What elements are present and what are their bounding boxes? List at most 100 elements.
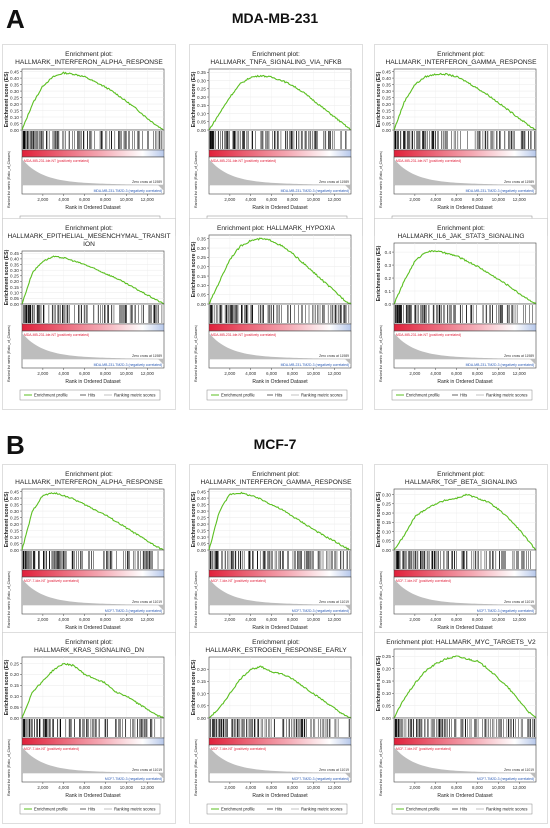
es-line: [208, 491, 351, 551]
legend-box: [391, 389, 533, 401]
y-tick-label: 0.00: [382, 548, 391, 553]
x-tick-label: 10,000: [307, 785, 321, 790]
y-tick-label: 0.15: [382, 520, 391, 525]
y-axis-label: Enrichment score (ES): [191, 71, 197, 127]
panel-letter-b: B: [6, 430, 25, 460]
metric-area: [394, 747, 536, 773]
metric-area: [22, 333, 164, 359]
hits-panel-frame: [393, 129, 537, 151]
ranked-list-bar: [393, 323, 537, 332]
x-axis-label: Rank in Ordered Dataset: [437, 205, 493, 211]
y-axis-label: Enrichment score (ES): [4, 249, 10, 305]
y-tick-label: 0.30: [197, 78, 206, 83]
y-tick-label: 0.25: [197, 515, 206, 520]
x-tick-label: 10,000: [120, 197, 134, 202]
zero-cross-label: Zero cross at 11019: [504, 600, 534, 604]
legend-es-label: Enrichment profile: [406, 807, 440, 812]
gsea-chart: Enrichment plot: HALLMARK_INTERFERON_GAMM…: [374, 44, 548, 236]
y-tick-label: 0.05: [197, 541, 206, 546]
es-line: [21, 662, 165, 719]
es-line: [208, 665, 352, 719]
y-tick-label: 0.2: [385, 276, 392, 281]
ranked-list-bar: [208, 737, 352, 746]
y-tick-label: 0.30: [10, 89, 19, 94]
y-tick-label: 0.30: [382, 492, 391, 497]
metric-axis-label: Ranked list metric (Ratio_of_Classes): [194, 151, 198, 208]
positive-corr-label: MDA-MB-231-Ide-NT (positively correlated…: [211, 333, 276, 337]
gsea-chart: Enrichment plot: HALLMARK_INTERFERON_GAMM…: [189, 464, 363, 656]
positive-corr-label: MCF-7-Ide-NT (positively correlated): [24, 747, 79, 751]
legend-metric-label: Ranking metric scores: [486, 807, 527, 812]
ranked-list-bar: [21, 323, 165, 332]
es-panel-frame: [21, 488, 165, 551]
x-axis-label: Rank in Ordered Dataset: [65, 625, 121, 631]
y-tick-label: 0.00: [10, 716, 19, 721]
metric-area: [22, 159, 164, 185]
y-tick-label: 0.35: [197, 502, 206, 507]
y-tick-label: 0.15: [382, 108, 391, 113]
x-tick-label: 4,000: [430, 785, 442, 790]
y-tick-label: 0.05: [197, 120, 206, 125]
chart-title: Enrichment plot: HALLMARK_INTERFERON_ALPH…: [15, 471, 163, 486]
legend-box: [206, 389, 348, 401]
x-tick-label: 8,000: [287, 371, 299, 376]
y-tick-label: 0.00: [10, 128, 19, 133]
metric-neg-tail: [345, 605, 351, 611]
x-tick-label: 2,000: [224, 617, 236, 622]
y-tick-label: 0.10: [197, 111, 206, 116]
x-tick-label: 8,000: [472, 617, 484, 622]
gsea-plot: Enrichment plot: HALLMARK_INTERFERON_GAMM…: [189, 464, 363, 656]
x-axis-label: Rank in Ordered Dataset: [65, 793, 121, 799]
x-tick-label: 12,000: [141, 617, 155, 622]
y-tick-label: 0.00: [382, 716, 391, 721]
y-tick-label: 0.05: [382, 539, 391, 544]
metric-area: [209, 579, 351, 605]
y-tick-label: 0.05: [10, 121, 19, 126]
legend-hits-label: Hits: [275, 393, 282, 398]
zero-cross-label: Zero cross at 11989: [504, 180, 534, 184]
positive-corr-label: MCF-7-Ide-NT (positively correlated): [396, 579, 451, 583]
y-tick-label: 0.30: [10, 268, 19, 273]
y-tick-label: 0.05: [197, 292, 206, 297]
x-tick-label: 6,000: [79, 617, 91, 622]
gsea-plot: Enrichment plot: HALLMARK_EPITHELIAL_MESE…: [2, 218, 176, 410]
ranked-list-bar: [21, 149, 165, 158]
y-tick-label: 0.00: [382, 128, 391, 133]
y-tick-label: 0.35: [10, 262, 19, 267]
legend-box: [19, 389, 161, 401]
x-tick-label: 6,000: [266, 785, 278, 790]
chart-title: Enrichment plot: HALLMARK_IL6_JAK_STAT3_S…: [398, 225, 525, 240]
x-tick-label: 6,000: [266, 617, 278, 622]
zero-cross-label: Zero cross at 11989: [504, 354, 534, 358]
ranked-list-bar: [393, 149, 537, 158]
y-tick-label: 0.05: [10, 296, 19, 301]
es-panel-frame: [208, 234, 352, 305]
chart-title: Enrichment plot: HALLMARK_INTERFERON_GAMM…: [201, 471, 353, 486]
x-tick-label: 8,000: [287, 785, 299, 790]
y-tick-label: 0.15: [10, 683, 19, 688]
x-tick-label: 4,000: [430, 197, 442, 202]
x-tick-label: 6,000: [266, 371, 278, 376]
gsea-plot: Enrichment plot: HALLMARK_KRAS_SIGNALING_…: [2, 632, 176, 824]
y-tick-label: 0.45: [10, 489, 19, 494]
x-axis-label: Rank in Ordered Dataset: [437, 625, 493, 631]
y-axis-label: Enrichment score (ES): [4, 659, 10, 715]
gsea-plot: Enrichment plot: HALLMARK_IL6_JAK_STAT3_S…: [374, 218, 548, 410]
y-tick-label: 0.20: [197, 265, 206, 270]
zero-cross-label: Zero cross at 11019: [132, 768, 162, 772]
es-line: [393, 655, 537, 719]
y-tick-label: 0.25: [10, 95, 19, 100]
legend-box: [206, 803, 348, 815]
y-tick-label: 0.25: [382, 95, 391, 100]
legend-hits-label: Hits: [460, 393, 467, 398]
es-panel-frame: [393, 68, 537, 131]
y-axis-label: Enrichment score (ES): [376, 245, 382, 301]
y-tick-label: 0.10: [10, 535, 19, 540]
y-tick-label: 0.15: [197, 274, 206, 279]
metric-neg-tail: [530, 359, 536, 365]
y-tick-label: 0.0: [385, 302, 392, 307]
gsea-chart: Enrichment plot: HALLMARK_KRAS_SIGNALING_…: [2, 632, 176, 824]
y-tick-label: 0.20: [382, 511, 391, 516]
legend-es-label: Enrichment profile: [221, 393, 255, 398]
y-tick-label: 0.40: [10, 257, 19, 262]
